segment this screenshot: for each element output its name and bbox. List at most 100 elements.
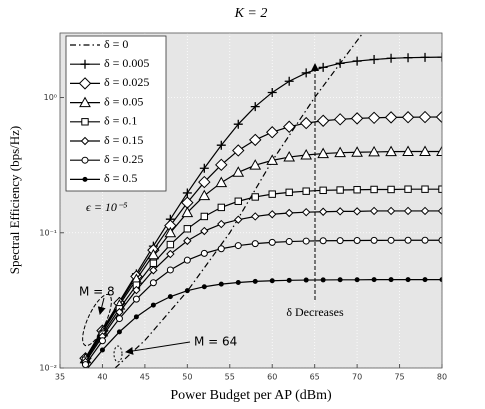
epsilon-annotation: ϵ = 10⁻⁵ [86,200,127,214]
dot-marker [235,279,241,285]
square-marker [200,212,209,221]
circle-marker [115,315,123,323]
diamond-marker [403,206,413,216]
series-line [84,210,442,363]
square-marker [234,197,242,205]
dot-marker [218,281,224,287]
diamond-marker [369,206,379,216]
series-line [87,279,442,368]
diamond-marker [386,206,396,216]
triangle-marker [283,151,296,162]
triangle-marker [436,145,442,156]
dot-marker [303,277,309,283]
y-tick-label: 10⁻¹ [39,228,57,237]
series-line [114,34,362,368]
circle-marker [336,237,344,245]
circle-marker [132,295,140,303]
circle-marker [149,279,157,287]
circle-marker [98,337,106,345]
legend-label: δ = 0.05 [104,94,143,108]
dot-marker [252,278,258,284]
diamond-marker [234,215,243,224]
dot-marker [320,277,326,283]
diamond-marker [401,111,415,124]
dot-marker [354,277,360,283]
diamond-marker [435,110,442,124]
diamond-marker [183,236,192,246]
square-marker [268,190,276,198]
x-tick-label: 55 [225,373,235,382]
m8-arrow [97,297,106,315]
legend-label: δ = 0.005 [104,56,149,70]
series-line [84,150,442,360]
legend-label: δ = 0.025 [104,75,149,89]
x-tick-label: 45 [140,373,150,382]
dot-marker [184,288,190,294]
diamond-marker [215,158,228,172]
diamond-marker [149,266,158,275]
series-line [84,116,442,359]
triangle-marker [181,206,194,218]
triangle-marker [198,189,211,201]
chart-title: K = 2 [234,6,268,21]
circle-marker [370,236,378,244]
legend-label: δ = 0 [104,37,128,51]
dot-marker [83,369,87,373]
dot-marker [269,278,275,284]
y-axis-label: Spectral Efficiency (bps/Hz) [7,126,22,274]
m8-annotation: M = 8 [79,285,115,299]
delta-annotation: δ Decreases [286,305,344,319]
triangle-marker [402,145,414,156]
plus-marker [403,53,413,63]
square-marker [421,185,429,193]
m64-ellipse [113,345,123,363]
dot-marker [337,277,343,283]
plus-marker [284,76,294,86]
dot-marker [99,347,105,353]
diamond-marker [268,210,277,219]
plus-marker [301,68,311,78]
dot-marker [286,277,292,283]
diamond-marker [318,207,328,216]
square-marker [387,185,395,194]
square-marker [370,185,378,194]
circle-marker [81,361,89,368]
circle-marker [217,245,225,253]
circle-marker [319,237,327,245]
square-marker [319,186,327,195]
circle-marker [387,236,395,244]
plus-marker [182,188,192,198]
plus-marker [267,87,277,97]
x-tick-label: 80 [437,373,447,382]
plus-marker [233,119,243,129]
diamond-marker [251,212,260,221]
x-tick-label: 35 [55,373,65,382]
triangle-marker [266,154,279,165]
diamond-marker [198,175,211,189]
diamond-marker [80,136,90,146]
triangle-marker [300,148,313,160]
m64-annotation: M = 64 [194,335,237,349]
diamond-marker [299,116,313,130]
x-tick-label: 50 [182,373,192,382]
circle-marker [183,256,191,264]
x-tick-label: 75 [394,373,404,382]
dot-marker [371,277,377,283]
square-marker [166,240,175,249]
triangle-marker [385,145,397,157]
diamond-marker [232,144,245,157]
circle-marker [404,236,412,244]
dot-marker [82,176,88,182]
diamond-marker [420,206,430,216]
circle-marker [438,236,442,244]
plus-marker [352,56,362,66]
plus-marker [216,140,226,150]
circle-marker [251,240,259,248]
plus-marker [369,55,379,65]
diamond-marker [217,219,226,229]
triangle-marker [147,248,160,260]
triangle-marker [368,145,380,157]
plus-marker [80,59,90,69]
square-marker [336,186,344,194]
